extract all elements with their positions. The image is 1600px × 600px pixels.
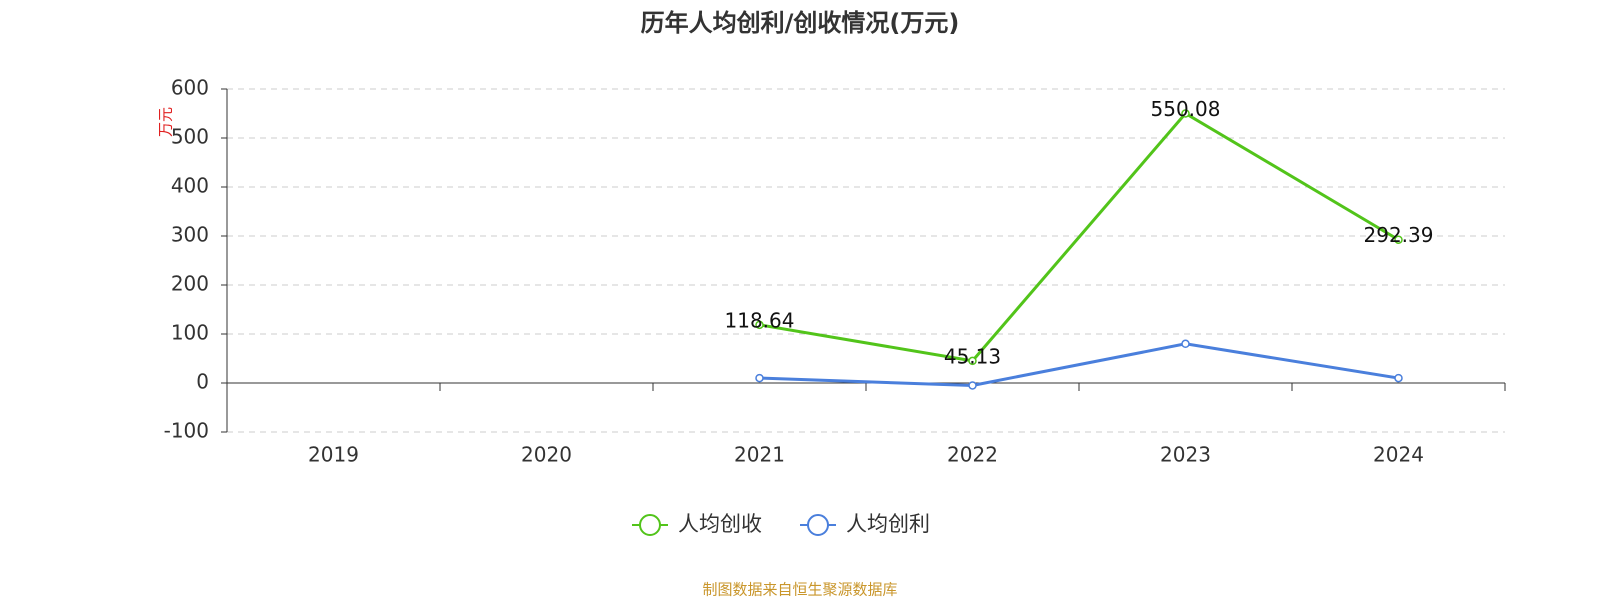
y-tick-label: 400 xyxy=(171,174,209,198)
data-point xyxy=(968,381,977,390)
data-label: 118.64 xyxy=(725,308,795,332)
data-point xyxy=(755,320,764,330)
y-tick-label: 300 xyxy=(171,223,209,247)
data-label: 45.13 xyxy=(944,344,1001,368)
data-label: 292.39 xyxy=(1364,223,1434,247)
data-point xyxy=(1181,109,1190,118)
data-point xyxy=(1181,339,1190,349)
source-note: 制图数据来自恒生聚源数据库 xyxy=(702,581,897,599)
legend-label: 人均创利 xyxy=(846,512,930,536)
legend-marker xyxy=(639,514,661,536)
data-point xyxy=(755,373,764,383)
y-tick-label: -100 xyxy=(164,419,209,443)
x-tick-label: 2021 xyxy=(734,443,785,467)
data-point xyxy=(1394,373,1403,383)
x-tick-label: 2023 xyxy=(1160,443,1211,467)
x-tick-label: 2020 xyxy=(521,443,572,467)
y-tick-label: 0 xyxy=(196,370,209,394)
series-line xyxy=(759,111,1400,363)
y-axis-label: 万元 xyxy=(157,107,175,137)
data-point xyxy=(968,356,977,366)
y-tick-label: 200 xyxy=(171,272,209,296)
y-tick-label: 100 xyxy=(171,321,209,345)
y-tick-label: 500 xyxy=(171,125,209,149)
chart-title: 历年人均创利/创收情况(万元) xyxy=(641,9,960,37)
x-tick-label: 2022 xyxy=(947,443,998,467)
data-label: 550.08 xyxy=(1151,97,1221,121)
legend-marker xyxy=(807,514,829,536)
series-line xyxy=(759,342,1399,387)
x-tick-label: 2024 xyxy=(1373,443,1424,467)
legend-label: 人均创收 xyxy=(678,512,762,536)
data-point xyxy=(1394,235,1403,244)
y-tick-label: 600 xyxy=(171,76,209,100)
x-tick-label: 2019 xyxy=(308,443,359,467)
